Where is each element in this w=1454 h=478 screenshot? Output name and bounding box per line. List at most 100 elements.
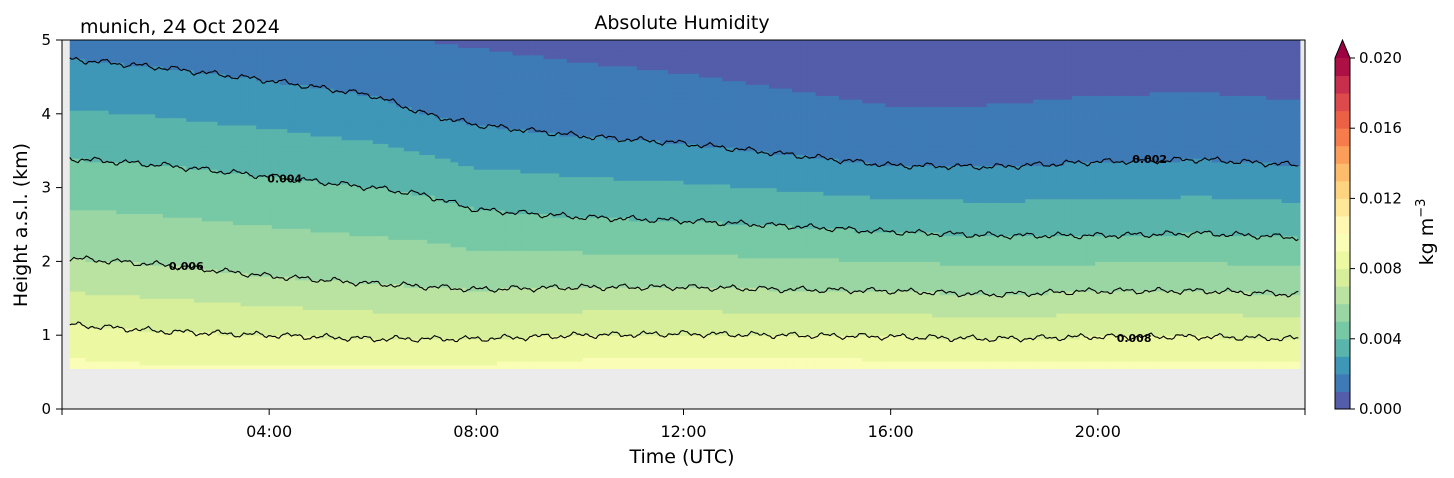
field-cell <box>419 257 428 262</box>
field-cell <box>450 65 459 71</box>
field-cell <box>388 158 397 163</box>
field-cell <box>225 316 234 322</box>
field-cell <box>178 43 187 48</box>
field-cell <box>124 113 133 119</box>
field-cell <box>481 261 490 266</box>
field-cell <box>364 301 374 307</box>
field-cell <box>232 231 242 237</box>
field-cell <box>69 132 79 137</box>
field-cell <box>357 298 366 303</box>
field-cell <box>434 102 444 108</box>
field-cell <box>341 121 351 126</box>
field-cell <box>186 150 195 155</box>
field-cell <box>178 51 187 56</box>
field-cell <box>77 80 86 85</box>
field-cell <box>450 357 459 362</box>
field-cell <box>162 231 172 237</box>
field-cell <box>318 139 327 144</box>
field-cell <box>326 202 335 207</box>
field-cell <box>162 361 172 366</box>
field-cell <box>434 361 444 366</box>
field-cell <box>186 95 195 100</box>
field-cell <box>162 172 172 178</box>
field-cell <box>419 272 428 277</box>
field-cell <box>85 194 94 200</box>
field-cell <box>232 128 242 133</box>
field-cell <box>295 183 304 189</box>
field-cell <box>108 305 117 310</box>
field-cell <box>155 40 164 45</box>
field-cell <box>411 209 420 215</box>
field-cell <box>481 342 490 347</box>
field-cell <box>287 206 296 211</box>
field-cell <box>186 246 195 251</box>
field-cell <box>139 73 149 78</box>
field-cell <box>225 254 234 259</box>
field-cell <box>427 143 436 148</box>
field-cell <box>279 117 288 122</box>
field-cell <box>349 124 358 130</box>
field-cell <box>85 51 94 56</box>
field-cell <box>162 254 172 259</box>
field-cell <box>248 161 257 167</box>
field-cell <box>427 69 436 74</box>
field-cell <box>85 287 94 292</box>
field-cell <box>326 176 335 181</box>
field-cell <box>326 228 335 233</box>
field-cell <box>349 364 358 370</box>
field-cell <box>302 209 312 215</box>
field-cell <box>201 158 211 163</box>
field-cell <box>326 124 335 130</box>
field-cell <box>271 84 281 89</box>
field-cell <box>411 357 420 362</box>
field-cell <box>155 220 164 226</box>
field-cell <box>256 158 265 163</box>
field-cell <box>162 69 172 74</box>
field-cell <box>489 91 498 96</box>
field-cell <box>302 51 312 56</box>
field-cell <box>209 172 218 178</box>
field-cell <box>116 331 125 336</box>
field-cell <box>450 128 459 133</box>
field-cell <box>139 84 149 89</box>
field-cell <box>147 180 156 185</box>
field-cell <box>481 279 490 285</box>
field-cell <box>100 287 110 292</box>
field-cell <box>93 261 102 266</box>
field-cell <box>93 254 102 259</box>
field-cell <box>489 309 498 314</box>
field-cell <box>458 246 467 251</box>
field-cell <box>217 349 226 355</box>
field-cell <box>256 276 265 281</box>
field-cell <box>139 161 149 167</box>
field-cell <box>209 305 218 310</box>
field-cell <box>170 357 180 362</box>
field-cell <box>124 309 133 314</box>
field-cell <box>380 43 389 48</box>
field-cell <box>458 51 467 56</box>
field-cell <box>419 113 428 119</box>
field-cell <box>310 87 319 93</box>
field-cell <box>108 154 117 159</box>
field-cell <box>209 357 218 362</box>
field-cell <box>357 320 366 325</box>
field-cell <box>295 265 304 270</box>
field-cell <box>341 198 351 203</box>
field-cell <box>139 121 149 126</box>
field-cell <box>481 231 490 237</box>
field-cell <box>419 180 428 185</box>
field-cell <box>162 65 172 71</box>
field-cell <box>240 147 250 152</box>
field-cell <box>279 353 288 358</box>
field-cell <box>465 169 475 174</box>
field-cell <box>225 95 234 100</box>
field-cell <box>248 324 257 329</box>
field-cell <box>458 349 467 355</box>
field-cell <box>287 40 296 45</box>
field-cell <box>271 128 281 133</box>
field-cell <box>124 54 133 60</box>
field-cell <box>318 102 327 108</box>
field-cell <box>116 69 125 74</box>
field-cell <box>458 84 467 89</box>
field-cell <box>77 265 86 270</box>
